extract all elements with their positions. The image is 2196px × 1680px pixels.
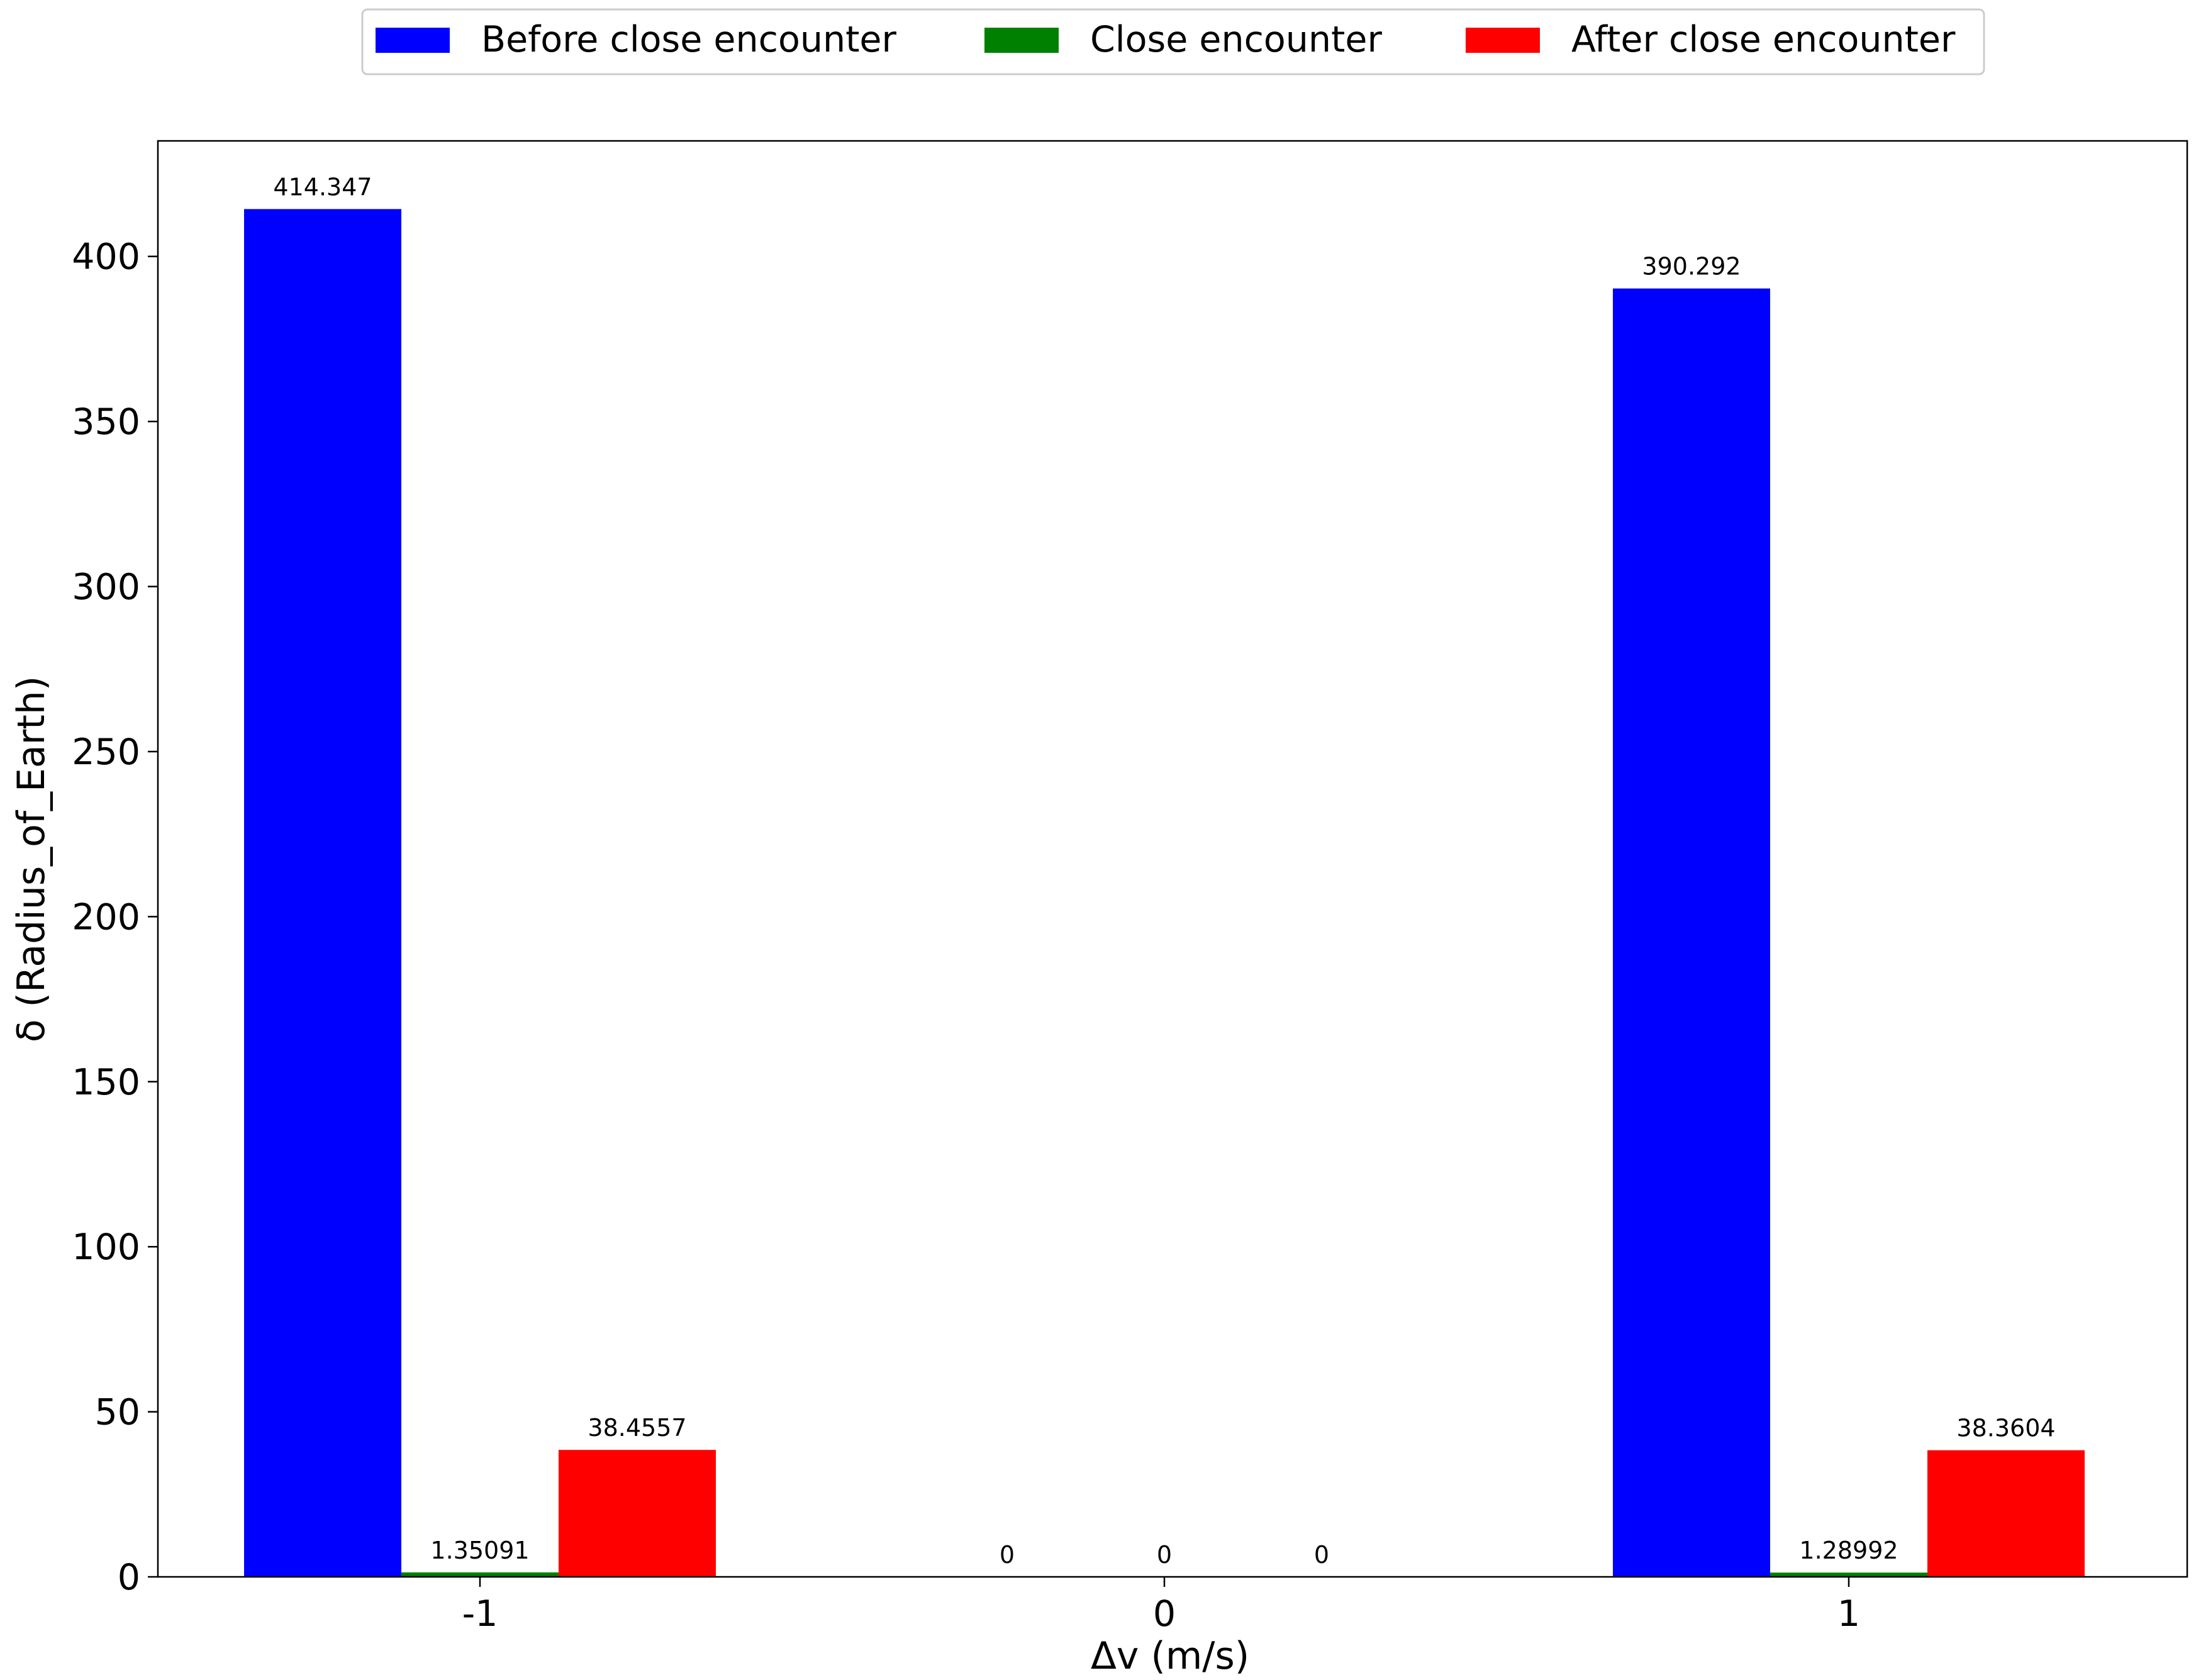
value-labels: 414.347 0 390.292 1.35091 0 1.28992 38.4557 0 38… [273,173,2055,1569]
legend-box [361,8,1985,75]
legend-swatch [376,28,450,53]
legend-label: Before close encounter [481,19,896,60]
bars [244,209,2085,1577]
bar-before-close-encounter--1 [244,209,401,1577]
bar-value-label: 38.4557 [588,1414,686,1442]
x-axis: -1 0 1 [462,1577,1860,1635]
bar-value-label: 0 [1314,1541,1329,1569]
legend-swatch [1466,28,1540,53]
bar-value-label: 1.35091 [430,1537,529,1564]
bar-value-label: 1.28992 [1799,1537,1898,1564]
bar-close-encounter--1 [401,1572,559,1577]
bar-before-close-encounter-1 [1613,288,1770,1577]
y-tick-label: 250 [72,732,140,773]
y-tick-label: 0 [118,1557,140,1598]
y-tick-label: 350 [72,401,140,443]
y-tick-label: 200 [72,896,140,938]
bar-value-label: 414.347 [273,173,372,201]
y-tick-label: 150 [72,1062,140,1103]
bar-value-label: 0 [1157,1541,1172,1569]
legend: Before close encounter Close encounter Aft… [361,8,1985,75]
legend-swatch [984,28,1059,53]
bar-after-close-encounter-1 [1927,1450,2085,1577]
y-axis-label: δ (Radius_of_Earth) [9,676,53,1043]
x-tick-label: 1 [1837,1593,1860,1635]
y-tick-label: 50 [94,1392,140,1433]
bar-close-encounter-1 [1770,1572,1927,1577]
x-tick-label: -1 [462,1593,498,1635]
y-axis: 0 50 100 150 200 250 300 350 400 [72,236,158,1598]
y-tick-label: 300 [72,567,140,608]
plot-frame [157,140,2188,1578]
legend-label: Close encounter [1090,19,1382,60]
y-tick-label: 100 [72,1227,140,1268]
x-axis-label: Δv (m/s) [1091,1634,1249,1678]
y-tick-label: 400 [72,236,140,278]
legend-label: After close encounter [1571,19,1956,60]
bar-after-close-encounter--1 [559,1450,716,1577]
bar-value-label: 38.3604 [1956,1415,2055,1442]
bar-value-label: 0 [1000,1541,1015,1569]
x-tick-label: 0 [1153,1593,1176,1635]
bar-value-label: 390.292 [1642,253,1741,281]
